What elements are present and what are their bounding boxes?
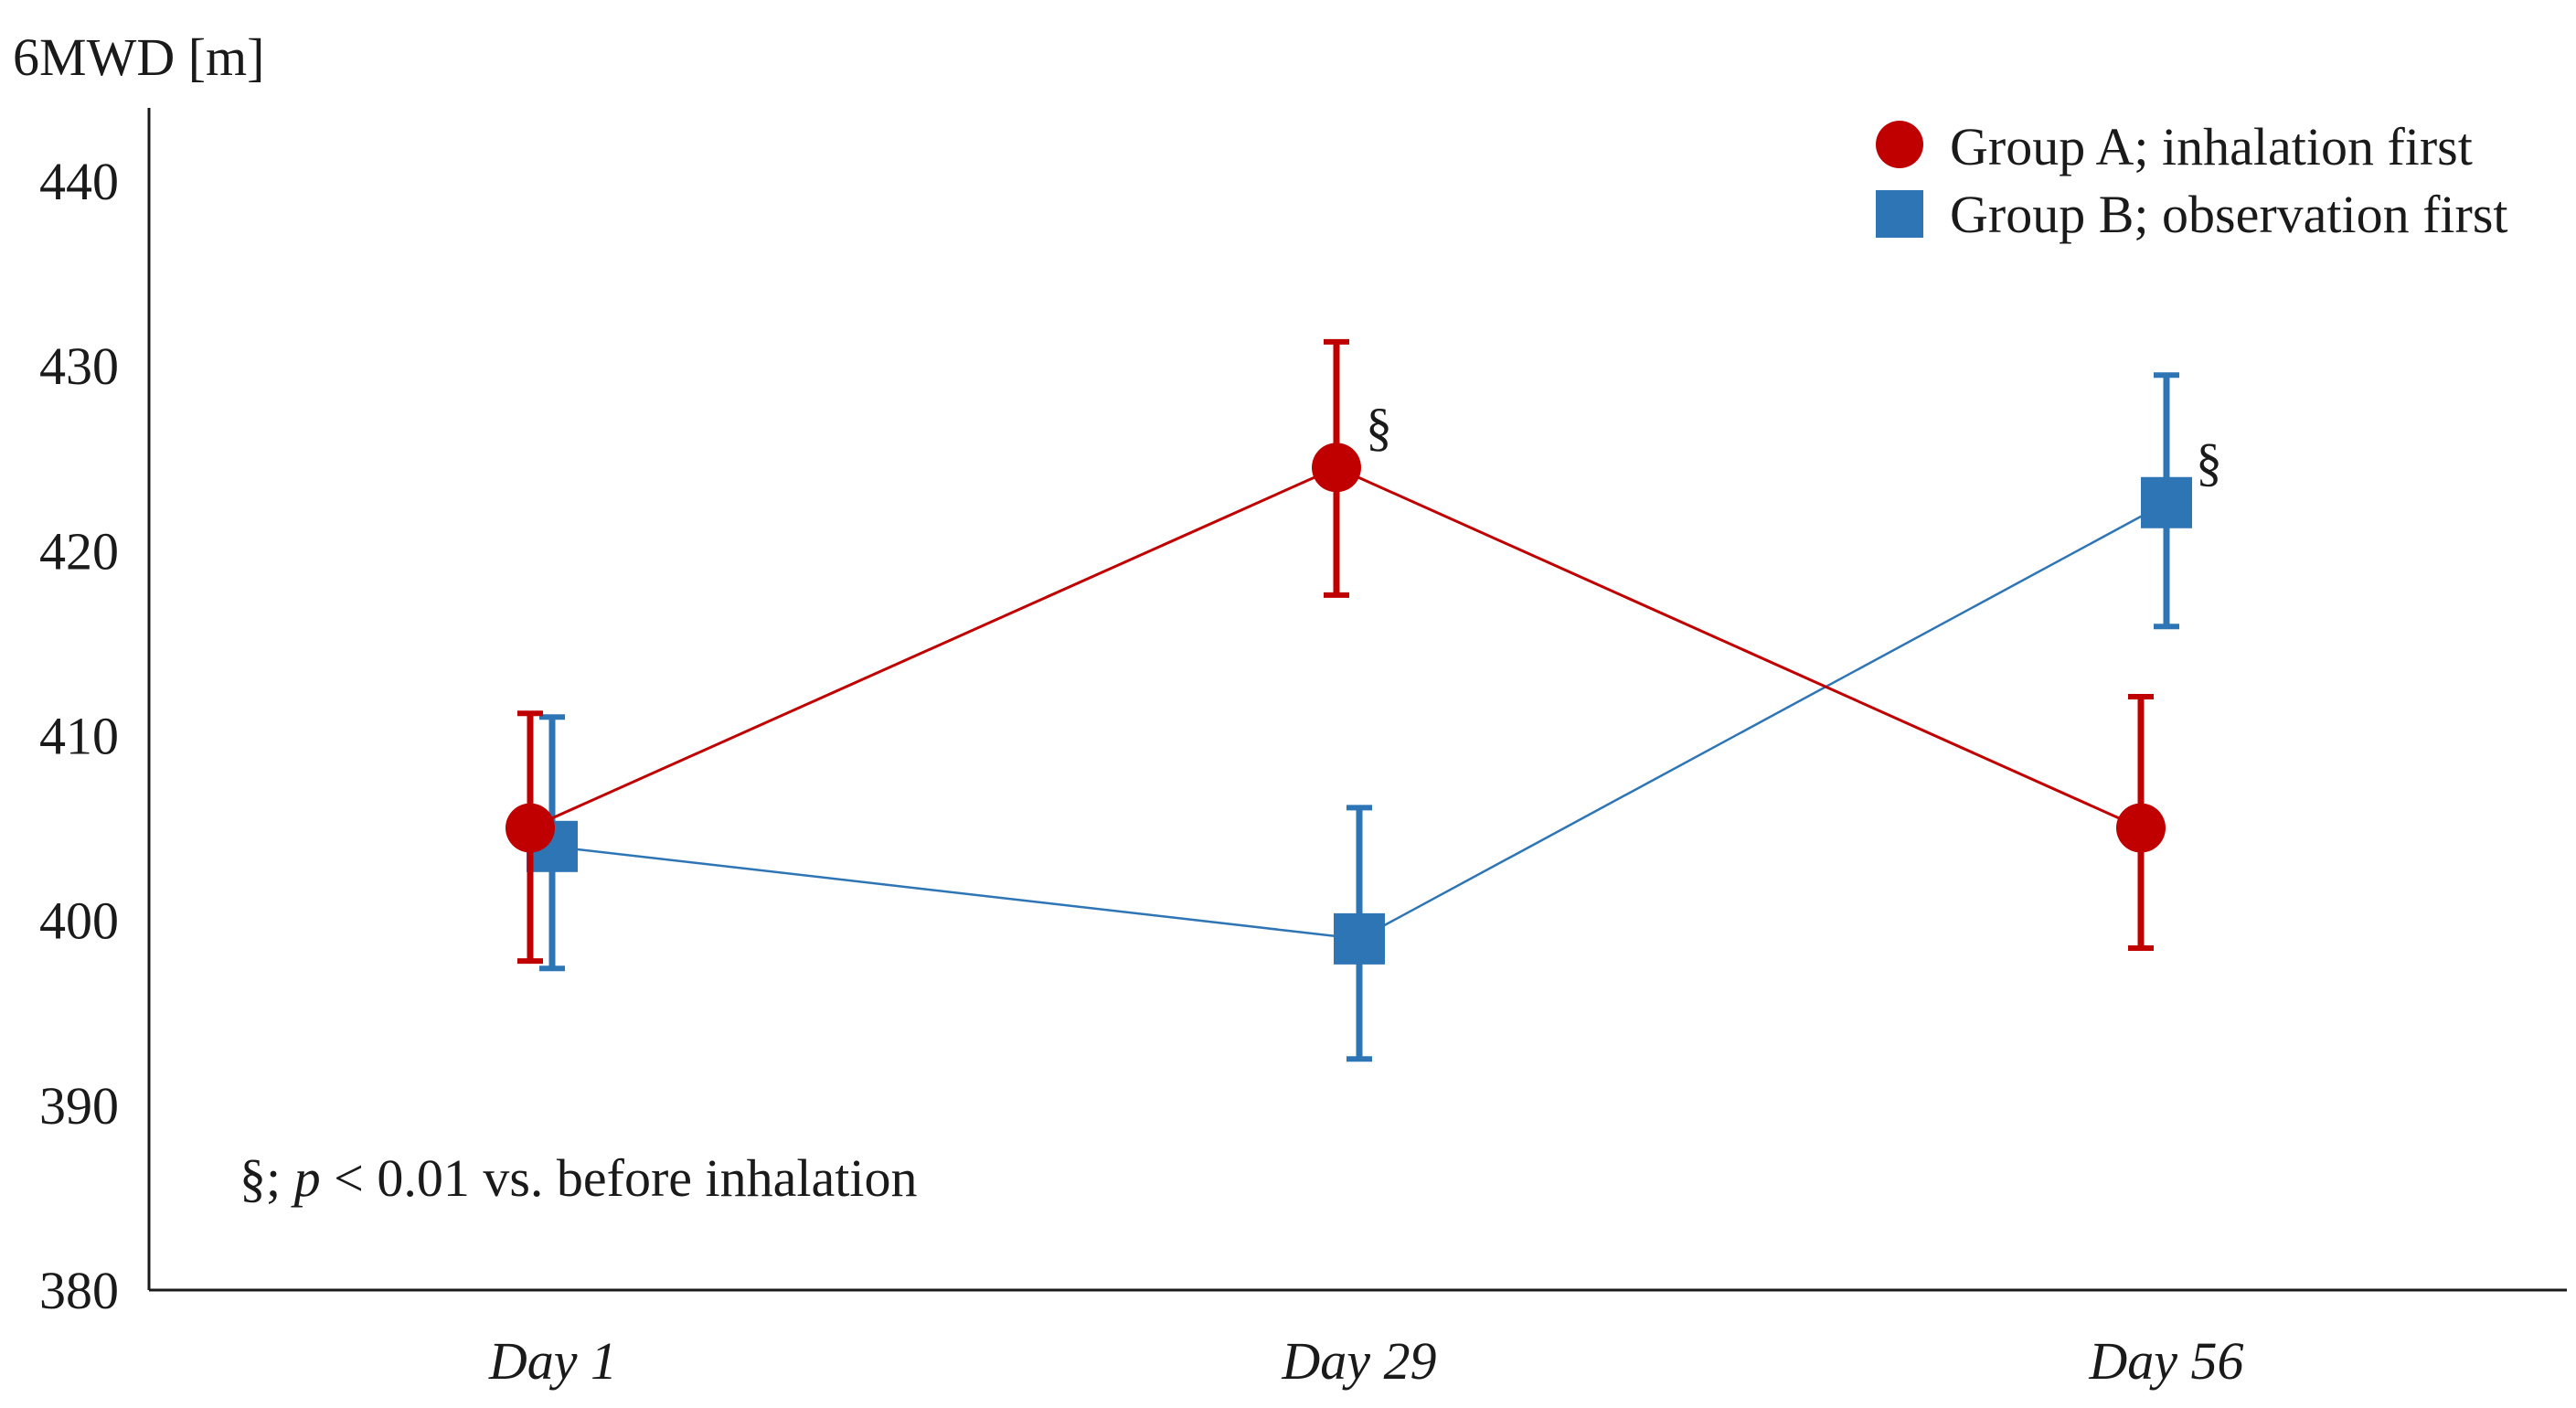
significance-mark: § — [2196, 432, 2222, 492]
x-tick-labels: Day 1 Day 29 Day 56 — [488, 1331, 2244, 1391]
footnote: §; p < 0.01 vs. before inhalation — [240, 1148, 917, 1208]
legend-marker-group-b — [1876, 190, 1923, 238]
series-group-b: § — [527, 372, 2222, 1062]
data-point — [1312, 443, 1361, 493]
y-tick-label: 440 — [39, 152, 119, 211]
legend-marker-group-a — [1876, 121, 1923, 168]
footnote-p: p — [291, 1148, 321, 1208]
significance-mark: § — [1366, 397, 1392, 456]
footnote-suffix: < 0.01 vs. before inhalation — [321, 1148, 918, 1208]
y-tick-labels: 380 390 400 410 420 430 440 — [39, 152, 119, 1320]
legend: Group A; inhalation first Group B; obser… — [1876, 117, 2508, 244]
y-axis-title: 6MWD [m] — [13, 27, 264, 87]
y-tick-label: 400 — [39, 891, 119, 951]
x-tick-label: Day 56 — [2088, 1331, 2243, 1391]
y-tick-label: 380 — [39, 1261, 119, 1320]
data-point — [2141, 476, 2192, 528]
footnote-prefix: §; — [240, 1148, 294, 1208]
series-group-a: § — [506, 338, 2166, 965]
y-tick-label: 390 — [39, 1076, 119, 1136]
x-tick-label: Day 29 — [1281, 1331, 1436, 1391]
x-tick-label: Day 1 — [488, 1331, 617, 1391]
data-point — [2116, 803, 2166, 853]
y-tick-label: 410 — [39, 707, 119, 766]
data-point — [506, 803, 555, 853]
data-point — [1334, 912, 1385, 965]
legend-label-group-b: Group B; observation first — [1950, 185, 2508, 244]
legend-label-group-a: Group A; inhalation first — [1950, 117, 2473, 176]
y-tick-label: 420 — [39, 521, 119, 581]
series-layer: §§ — [506, 338, 2222, 1062]
y-tick-label: 430 — [39, 336, 119, 396]
